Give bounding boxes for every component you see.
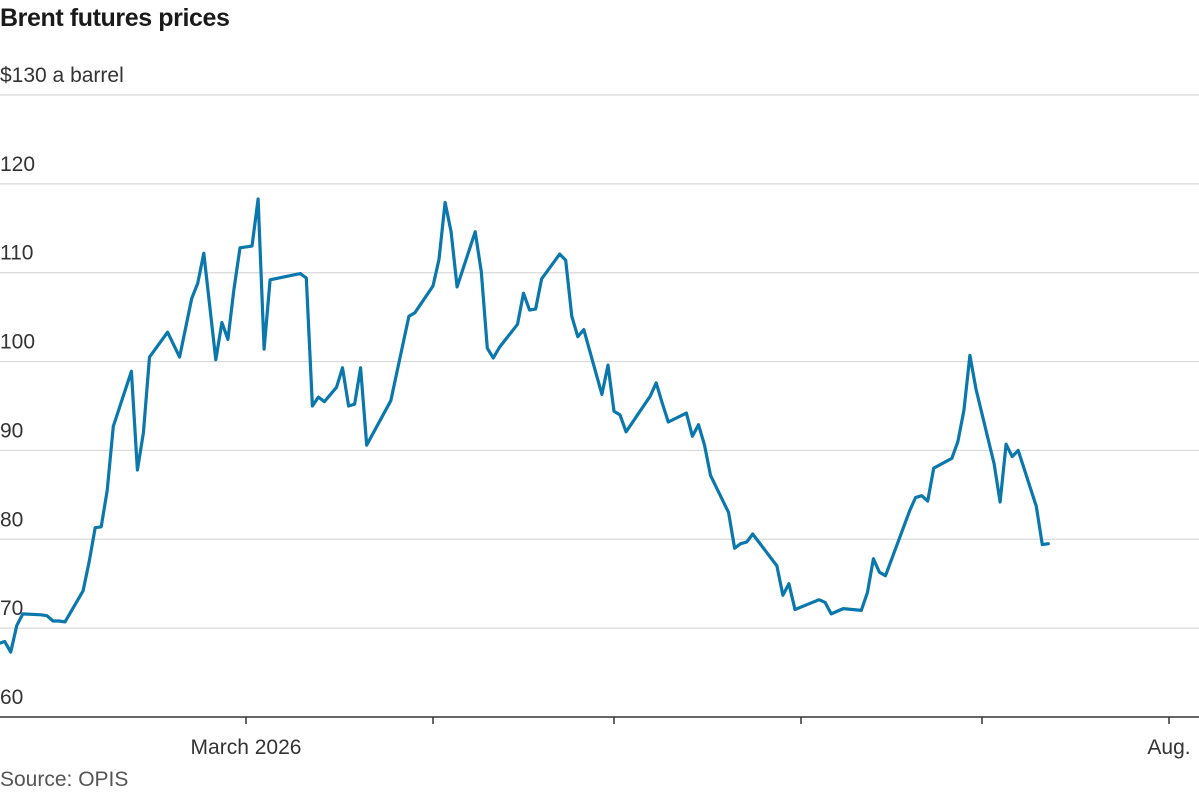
y-tick-label: 120 [0, 153, 35, 176]
y-tick-label: 90 [0, 419, 23, 442]
gridlines [0, 94, 1199, 629]
y-axis-labels: 60 70 80 90 100 110 120 $130 a barrel [0, 64, 124, 709]
y-tick-label: 60 [0, 686, 23, 709]
x-tick-label: March 2026 [191, 736, 302, 759]
y-tick-label: 70 [0, 597, 23, 620]
chart-title: Brent futures prices [0, 4, 230, 32]
y-tick-label: 110 [0, 242, 33, 265]
y-tick-label: 80 [0, 508, 23, 531]
y-tick-label: $130 a barrel [0, 64, 124, 87]
x-tick-label: Aug. [1147, 736, 1190, 759]
series-line [0, 197, 1050, 654]
source-note: Source: OPIS [0, 768, 129, 791]
y-tick-label: 100 [0, 331, 35, 354]
series-layer [0, 197, 1050, 654]
x-axis: March 2026 Aug. [0, 716, 1199, 759]
